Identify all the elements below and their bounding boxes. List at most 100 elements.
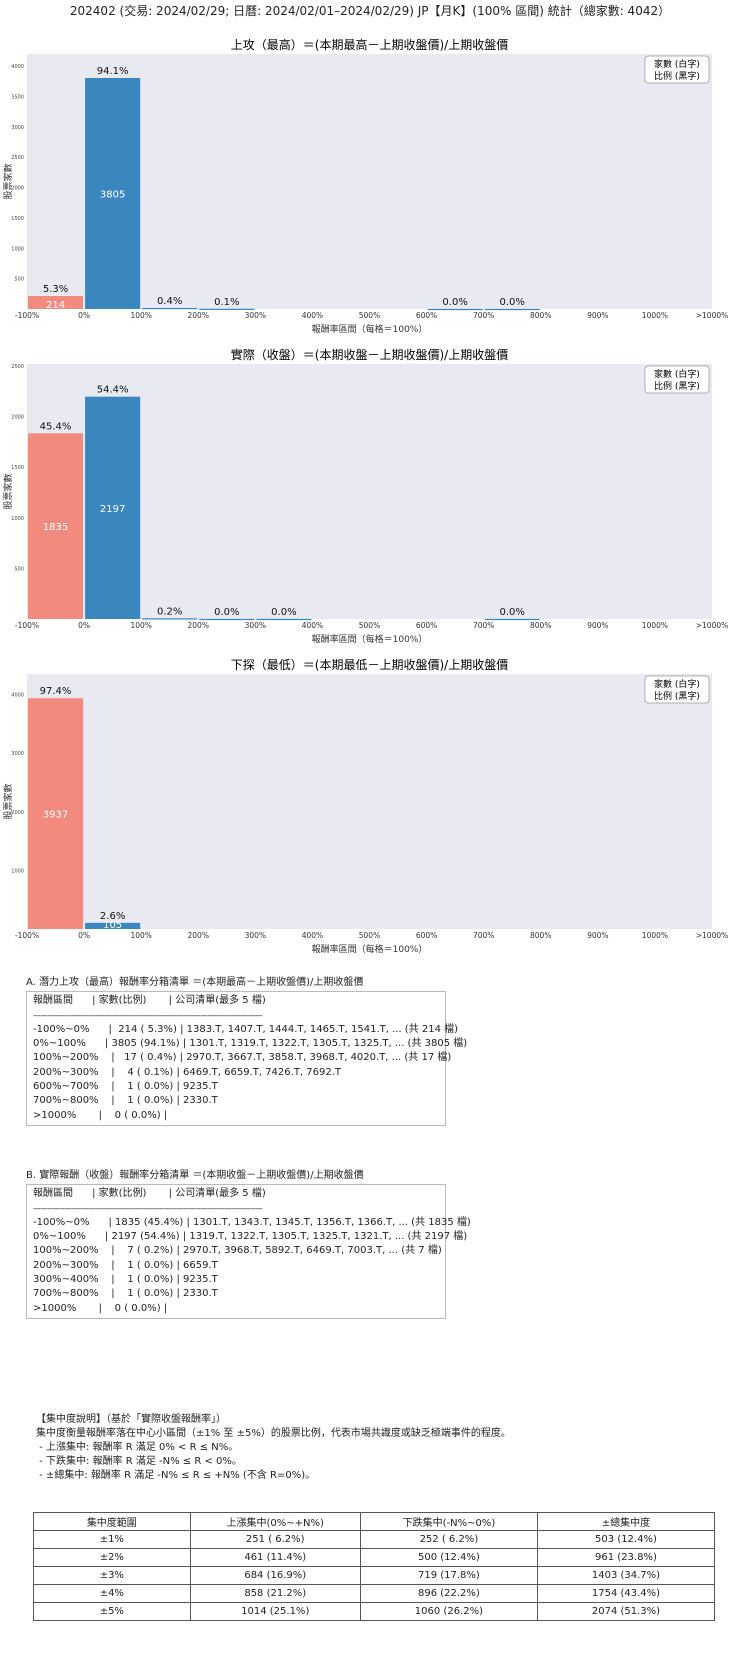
x-tick-label: 1000% — [642, 931, 668, 940]
x-axis-label: 報酬率區間（每格＝100%） — [312, 633, 428, 645]
table-cell: 896 (22.2%) — [359, 1584, 538, 1603]
table-cell: ±1% — [33, 1530, 191, 1549]
list-b-title: B. 實際報酬（收盤）報酬率分箱清單 ＝(本期收盤－上期收盤價)/上期收盤價 — [26, 1170, 364, 1181]
note-line: 集中度衡量報酬率落在中心小區間（±1% 至 ±5%）的股票比例，代表市場共識度或… — [36, 1428, 511, 1439]
concentration-note: 【集中度說明】（基於「實際收盤報酬率」） 集中度衡量報酬率落在中心小區間（±1%… — [36, 1413, 511, 1483]
x-tick-label: 700% — [473, 311, 494, 320]
chart-title: 下探（最低）＝(本期最低－上期收盤價)/上期收盤價 — [231, 658, 508, 672]
x-axis-label: 報酬率區間（每格＝100%） — [312, 323, 428, 335]
bar-percent-label: 0.1% — [214, 297, 239, 308]
y-tick-label: 1000 — [11, 246, 24, 252]
table-cell: 1014 (25.1%) — [189, 1602, 361, 1621]
table-cell: 251 ( 6.2%) — [189, 1530, 361, 1549]
bar-count-label: 3805 — [100, 189, 125, 200]
y-tick-label: 3000 — [11, 125, 24, 131]
x-tick-label: 500% — [359, 311, 380, 320]
table-cell: 1403 (34.7%) — [536, 1566, 716, 1585]
table-cell: ±3% — [33, 1566, 191, 1585]
list-row: -100%~0% | 214 ( 5.3%) | 1383.T, 1407.T,… — [33, 1023, 459, 1035]
list-a-box: 報酬區間 | 家數(比例) | 公司清單(最多 5 檔) -----------… — [26, 991, 467, 1126]
list-row: 100%~200% | 7 ( 0.2%) | 2970.T, 3968.T, … — [33, 1245, 442, 1257]
bar — [256, 618, 312, 621]
bar — [28, 698, 84, 929]
y-tick-label: 1000 — [11, 516, 24, 522]
legend-line: 家數 (白字) — [654, 58, 700, 70]
list-a-header: 報酬區間 | 家數(比例) | 公司清單(最多 5 檔) — [33, 995, 266, 1007]
x-tick-label: 800% — [530, 621, 551, 630]
x-tick-label: 600% — [416, 931, 437, 940]
x-tick-label: 1000% — [642, 311, 668, 320]
y-tick-label: 4000 — [11, 693, 24, 699]
note-line: - 上漲集中: 報酬率 R 滿足 0% < R ≤ N%。 — [36, 1442, 239, 1453]
plot-area — [27, 674, 712, 929]
legend-line: 比例 (黑字) — [654, 380, 700, 392]
table-header-cell: ±總集中度 — [536, 1512, 716, 1531]
x-tick-label: 100% — [130, 311, 151, 320]
x-tick-label: 200% — [188, 621, 209, 630]
table-row: ±4% 858 (21.2%) 896 (22.2%) 1754 (43.4%) — [33, 1584, 716, 1603]
bar — [142, 618, 198, 620]
x-tick-label: 300% — [245, 931, 266, 940]
bar — [199, 308, 255, 310]
x-tick-label: 0% — [78, 621, 90, 630]
x-tick-label: 500% — [359, 931, 380, 940]
x-tick-label: 0% — [78, 931, 90, 940]
x-tick-label: 0% — [78, 311, 90, 320]
bar — [28, 296, 84, 309]
x-tick-label: 400% — [302, 621, 323, 630]
note-title: 【集中度說明】（基於「實際收盤報酬率」） — [36, 1414, 226, 1425]
chart-svg: 下探（最低）＝(本期最低－上期收盤價)/上期收盤價 1000 2000 3000 400… — [2, 658, 729, 955]
bar-percent-label: 45.4% — [40, 421, 72, 432]
bar — [142, 307, 198, 310]
table-cell: ±5% — [33, 1602, 191, 1621]
y-tick-label: 2000 — [11, 810, 24, 816]
plot-area — [27, 364, 712, 619]
table-row: ±5% 1014 (25.1%) 1060 (26.2%) 2074 (51.3… — [33, 1602, 716, 1621]
bar — [199, 618, 255, 621]
chart-title: 上攻（最高）＝(本期最高－上期收盤價)/上期收盤價 — [231, 37, 508, 52]
bar-percent-label: 97.4% — [40, 686, 72, 697]
list-row: -100%~0% | 1835 (45.4%) | 1301.T, 1343.T… — [33, 1216, 471, 1228]
y-axis-label: 股票家數 — [2, 473, 14, 509]
table-row: ±1% 251 ( 6.2%) 252 ( 6.2%) 503 (12.4%) — [33, 1530, 716, 1549]
y-tick-label: 1500 — [11, 465, 24, 471]
bar-count-label: 3937 — [43, 810, 68, 821]
table-cell: 961 (23.8%) — [536, 1548, 716, 1567]
bar-percent-label: 54.4% — [97, 385, 129, 396]
bar — [427, 308, 483, 311]
chart-actual-close: 實際（收盤）＝(本期收盤－上期收盤價)/上期收盤價 500 1000 1500 2000… — [0, 346, 740, 656]
table-cell: 461 (11.4%) — [189, 1548, 361, 1567]
bar — [85, 396, 141, 619]
chart-title: 實際（收盤）＝(本期收盤－上期收盤價)/上期收盤價 — [231, 347, 508, 362]
x-tick-label: >1000% — [696, 621, 729, 630]
legend: 家數 (白字)比例 (黑字) — [644, 365, 710, 394]
table-header-row: 集中度範圍 上漲集中(0%~+N%) 下跌集中(-N%~0%) ±總集中度 — [33, 1512, 716, 1531]
list-row: 700%~800% | 1 ( 0.0%) | 2330.T — [33, 1095, 218, 1107]
x-tick-label: -100% — [15, 931, 39, 940]
chart-upside-max: 上攻（最高）＝(本期最高－上期收盤價)/上期收盤價 500 1000 1500 2000… — [0, 36, 740, 346]
x-tick-label: 500% — [359, 621, 380, 630]
table-cell: 1060 (26.2%) — [359, 1602, 538, 1621]
bar-percent-label: 0.0% — [214, 607, 239, 618]
bar-percent-label: 0.0% — [442, 297, 467, 308]
x-tick-label: 300% — [245, 311, 266, 320]
legend: 家數 (白字)比例 (黑字) — [644, 675, 710, 704]
bar — [484, 618, 540, 621]
bar — [85, 77, 141, 309]
x-tick-label: 400% — [302, 311, 323, 320]
list-a-title: A. 潛力上攻（最高）報酬率分箱清單 ＝(本期最高－上期收盤價)/上期收盤價 — [26, 977, 364, 988]
list-row: 200%~300% | 4 ( 0.1%) | 6469.T, 6659.T, … — [33, 1066, 342, 1078]
y-tick-label: 4000 — [11, 64, 24, 70]
bar-percent-label: 5.3% — [43, 284, 68, 295]
bar-count-label: 2197 — [100, 504, 125, 515]
x-tick-label: 900% — [587, 311, 608, 320]
plot-area — [27, 54, 712, 309]
x-tick-label: 600% — [416, 311, 437, 320]
bar-percent-label: 0.4% — [157, 296, 182, 307]
x-tick-label: >1000% — [696, 931, 729, 940]
x-tick-label: 100% — [130, 621, 151, 630]
bar-percent-label: 0.0% — [500, 297, 525, 308]
legend-box — [644, 55, 710, 84]
table-cell: 500 (12.4%) — [359, 1548, 538, 1567]
x-tick-label: 100% — [130, 931, 151, 940]
